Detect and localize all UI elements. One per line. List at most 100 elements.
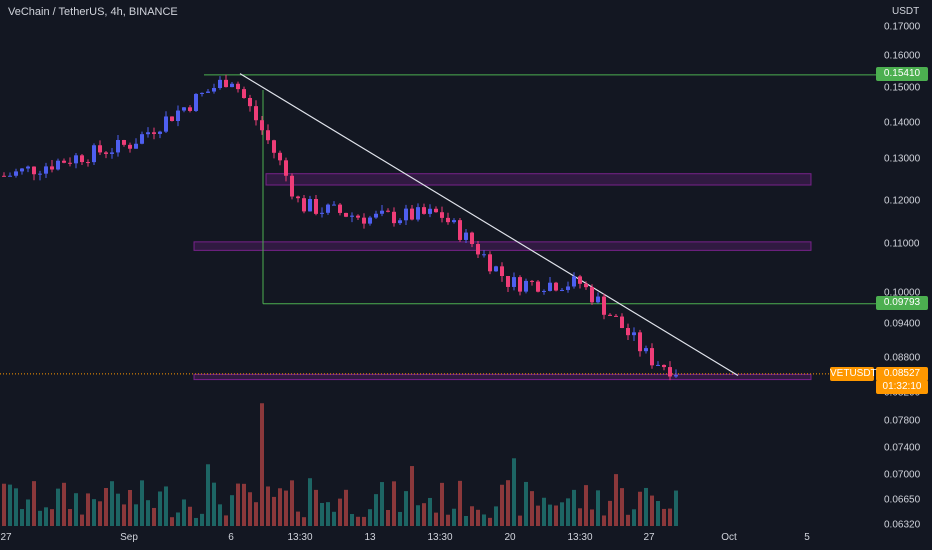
volume-bar (656, 500, 660, 526)
volume-bar (206, 464, 210, 526)
volume-bar (536, 505, 540, 526)
candle-body (296, 196, 300, 199)
candle-body (428, 208, 432, 214)
candle-body (386, 210, 390, 212)
volume-bar (374, 494, 378, 526)
candle-body (188, 107, 192, 111)
candle-body (482, 254, 486, 256)
candle-body (236, 83, 240, 90)
candle-body (212, 88, 216, 92)
candle-body (350, 215, 354, 217)
volume-bar (662, 508, 666, 526)
volume-bar (668, 508, 672, 526)
volume-bar (428, 497, 432, 526)
candle-body (662, 364, 666, 368)
volume-bar (578, 508, 582, 526)
candle-body (518, 277, 522, 292)
current-price-tag: 0.08527 (876, 367, 928, 381)
candle-body (554, 282, 558, 291)
y-tick-label: 0.12000 (884, 195, 921, 207)
candle-body (338, 204, 342, 213)
candle-body (410, 208, 414, 220)
candle-body (38, 173, 42, 175)
y-tick-label: 0.07400 (884, 442, 921, 454)
volume-bar (524, 481, 528, 526)
candle-body (464, 232, 468, 240)
volume-bar (332, 511, 336, 526)
y-tick-label: 0.07000 (884, 469, 921, 481)
volume-bar (8, 484, 12, 526)
candle-body (452, 220, 456, 223)
candle-body (344, 212, 348, 217)
volume-bar (38, 510, 42, 526)
candle-body (560, 289, 564, 291)
candle-body (638, 332, 642, 352)
volume-bar (164, 486, 168, 526)
volume-bar (404, 491, 408, 526)
x-tick-label: 27 (643, 532, 655, 543)
candle-body (200, 92, 204, 94)
trendline (239, 73, 739, 377)
candle-body (266, 130, 270, 141)
symbol-tag: VETUSDT (830, 367, 877, 381)
candle-body (542, 290, 546, 292)
candle-body (578, 276, 582, 284)
candle-body (398, 220, 402, 224)
volume-bar (476, 509, 480, 526)
volume-bar (302, 517, 306, 526)
volume-bar (314, 489, 318, 526)
volume-bar (398, 511, 402, 526)
price-unit-label: USDT (892, 6, 920, 17)
candle-body (230, 83, 234, 88)
candle-body (470, 232, 474, 245)
price-zone (265, 173, 812, 186)
x-tick-label: Sep (120, 532, 138, 543)
volume-bar (368, 509, 372, 526)
candle-body (170, 116, 174, 122)
x-tick-label: 6 (228, 532, 234, 543)
candle-body (368, 217, 372, 224)
candle-body (332, 204, 336, 206)
volume-bar (194, 517, 198, 526)
candle-body (260, 120, 264, 131)
candle-body (320, 212, 324, 214)
volume-bar (44, 507, 48, 526)
volume-bar (224, 515, 228, 526)
y-tick-label: 0.17000 (884, 21, 921, 33)
volume-bar (512, 458, 516, 526)
volume-bar (452, 508, 456, 526)
candle-body (668, 367, 672, 377)
x-tick-label: 13 (364, 532, 376, 543)
candle-body (176, 110, 180, 122)
volume-bar (554, 505, 558, 526)
candle-body (674, 375, 678, 377)
volume-bar (326, 502, 330, 526)
candle-body (446, 217, 450, 223)
candle-body (524, 280, 528, 292)
candle-body (422, 207, 426, 214)
volume-bar (26, 499, 30, 526)
candle-body (590, 287, 594, 303)
volume-bar (158, 491, 162, 526)
x-tick-label: 5 (804, 532, 810, 543)
candle-body (416, 207, 420, 220)
volume-bar (92, 499, 96, 526)
volume-bar (392, 481, 396, 526)
y-tick-label: 0.06650 (884, 494, 921, 506)
candle-body (50, 166, 54, 170)
volume-bar (446, 514, 450, 526)
candle-body (284, 160, 288, 176)
volume-bar (626, 514, 630, 526)
volume-bar (608, 500, 612, 526)
volume-bar (62, 482, 66, 526)
volume-bar (212, 482, 216, 526)
candle-body (512, 277, 516, 287)
candle-body (614, 315, 618, 317)
candle-body (356, 215, 360, 218)
volume-bar (422, 503, 426, 526)
volume-bar (68, 509, 72, 526)
volume-bar (356, 516, 360, 526)
candle-body (242, 89, 246, 98)
